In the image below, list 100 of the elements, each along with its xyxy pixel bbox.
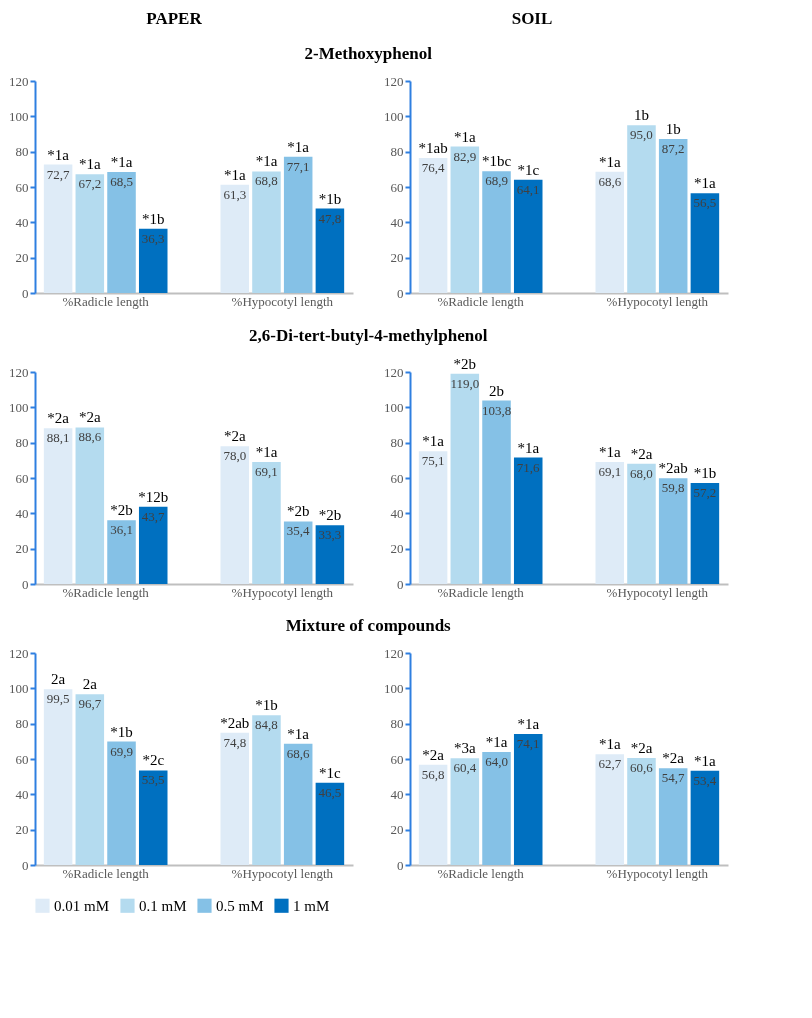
y-tick-label: 40	[15, 786, 29, 802]
bar	[252, 171, 281, 293]
data-label: 61,3	[223, 186, 247, 202]
data-label: 68,0	[630, 465, 653, 481]
y-tick-label: 20	[15, 822, 29, 838]
x-tick-label: %Hypocotyl length	[606, 293, 709, 309]
bar	[75, 174, 105, 293]
x-tick-label: %Hypocotyl length	[231, 293, 334, 309]
annotation: *1b	[255, 697, 278, 714]
bar	[252, 715, 281, 865]
data-label: 99,5	[46, 691, 70, 707]
annotation: *1c	[319, 764, 342, 781]
bar	[43, 164, 73, 293]
x-tick-label: %Radicle length	[62, 293, 150, 309]
annotation: 2a	[51, 671, 66, 688]
annotation: *1a	[422, 433, 445, 450]
y-tick-label: 100	[384, 399, 404, 415]
data-label: 36,1	[110, 522, 133, 538]
bar	[450, 146, 480, 293]
data-label: 87,2	[661, 140, 685, 156]
bar	[107, 741, 136, 865]
bar	[43, 689, 73, 865]
y-tick-label: 20	[15, 250, 29, 266]
y-tick-label: 40	[390, 214, 404, 230]
data-label: 64,0	[485, 753, 508, 769]
data-label: 75,1	[421, 453, 445, 469]
data-label: 69,1	[255, 463, 278, 479]
y-tick-label: 120	[384, 364, 404, 380]
annotation: *2a	[78, 409, 101, 426]
data-label: 103,8	[481, 402, 512, 418]
annotation: *2b	[318, 507, 342, 524]
x-tick-label: %Hypocotyl length	[606, 865, 709, 881]
y-tick-label: 0	[22, 576, 29, 592]
data-label: 95,0	[630, 127, 653, 143]
y-tick-label: 0	[397, 576, 404, 592]
data-label: 68,9	[485, 173, 508, 189]
chart-title: PAPER	[146, 9, 203, 28]
y-tick-label: 20	[390, 822, 404, 838]
y-tick-label: 80	[390, 144, 404, 160]
data-label: 46,5	[318, 784, 342, 800]
y-tick-label: 100	[9, 108, 29, 124]
annotation: *2ab	[658, 460, 688, 477]
annotation: *1a	[287, 138, 310, 155]
bar	[43, 428, 73, 584]
y-tick-label: 100	[9, 680, 29, 696]
bar	[690, 193, 720, 293]
legend-label: 1 mM	[293, 897, 330, 914]
x-tick-label: %Hypocotyl length	[231, 865, 334, 881]
bar	[450, 758, 480, 865]
bar	[627, 463, 656, 584]
annotation: *1a	[694, 175, 717, 192]
bar	[220, 732, 250, 865]
x-tick-label: %Hypocotyl length	[606, 584, 709, 600]
annotation: *2c	[142, 752, 165, 769]
y-tick-label: 40	[15, 214, 29, 230]
chart-title: SOIL	[511, 9, 553, 28]
data-label: 74,1	[516, 736, 540, 752]
y-tick-label: 20	[390, 250, 404, 266]
bar	[418, 158, 448, 293]
y-tick-label: 60	[390, 470, 404, 486]
x-tick-label: %Radicle length	[437, 584, 525, 600]
data-label: 54,7	[661, 770, 686, 786]
bar	[690, 482, 720, 584]
data-label: 62,7	[598, 756, 622, 772]
y-tick-label: 0	[22, 285, 29, 301]
annotation: *1a	[485, 733, 508, 750]
y-tick-label: 20	[390, 541, 404, 557]
x-tick-label: %Radicle length	[62, 584, 150, 600]
data-label: 88,1	[46, 430, 70, 446]
y-tick-label: 60	[15, 179, 29, 195]
data-label: 59,8	[661, 480, 685, 496]
bar	[513, 734, 543, 865]
bar	[513, 179, 543, 293]
bar	[595, 754, 625, 865]
y-tick-label: 80	[390, 435, 404, 451]
chart-subtitle: Mixture of compounds	[285, 616, 452, 635]
bar	[482, 171, 511, 293]
legend-label: 0.01 mM	[54, 897, 110, 914]
chart-subtitle: 2-Methoxyphenol	[304, 44, 433, 63]
annotation: *1bc	[481, 153, 512, 170]
annotation: 2b	[489, 382, 505, 399]
annotation: *3a	[453, 740, 476, 757]
annotation: 1b	[633, 107, 649, 124]
bar	[107, 171, 136, 293]
annotation: *1b	[141, 210, 165, 227]
bar	[627, 125, 656, 293]
data-label: 56,5	[693, 195, 717, 211]
annotation: *1a	[694, 752, 717, 769]
y-tick-label: 80	[15, 716, 29, 732]
data-label: 96,7	[78, 696, 102, 712]
y-tick-label: 40	[390, 505, 404, 521]
annotation: *2ab	[220, 714, 250, 731]
annotation: *2a	[47, 410, 70, 427]
y-tick-label: 60	[390, 179, 404, 195]
annotation: 1b	[665, 120, 681, 137]
annotation: *2a	[422, 746, 445, 763]
annotation: *1a	[47, 146, 70, 163]
bar	[595, 461, 625, 584]
y-tick-label: 100	[384, 680, 404, 696]
bar	[315, 525, 345, 584]
